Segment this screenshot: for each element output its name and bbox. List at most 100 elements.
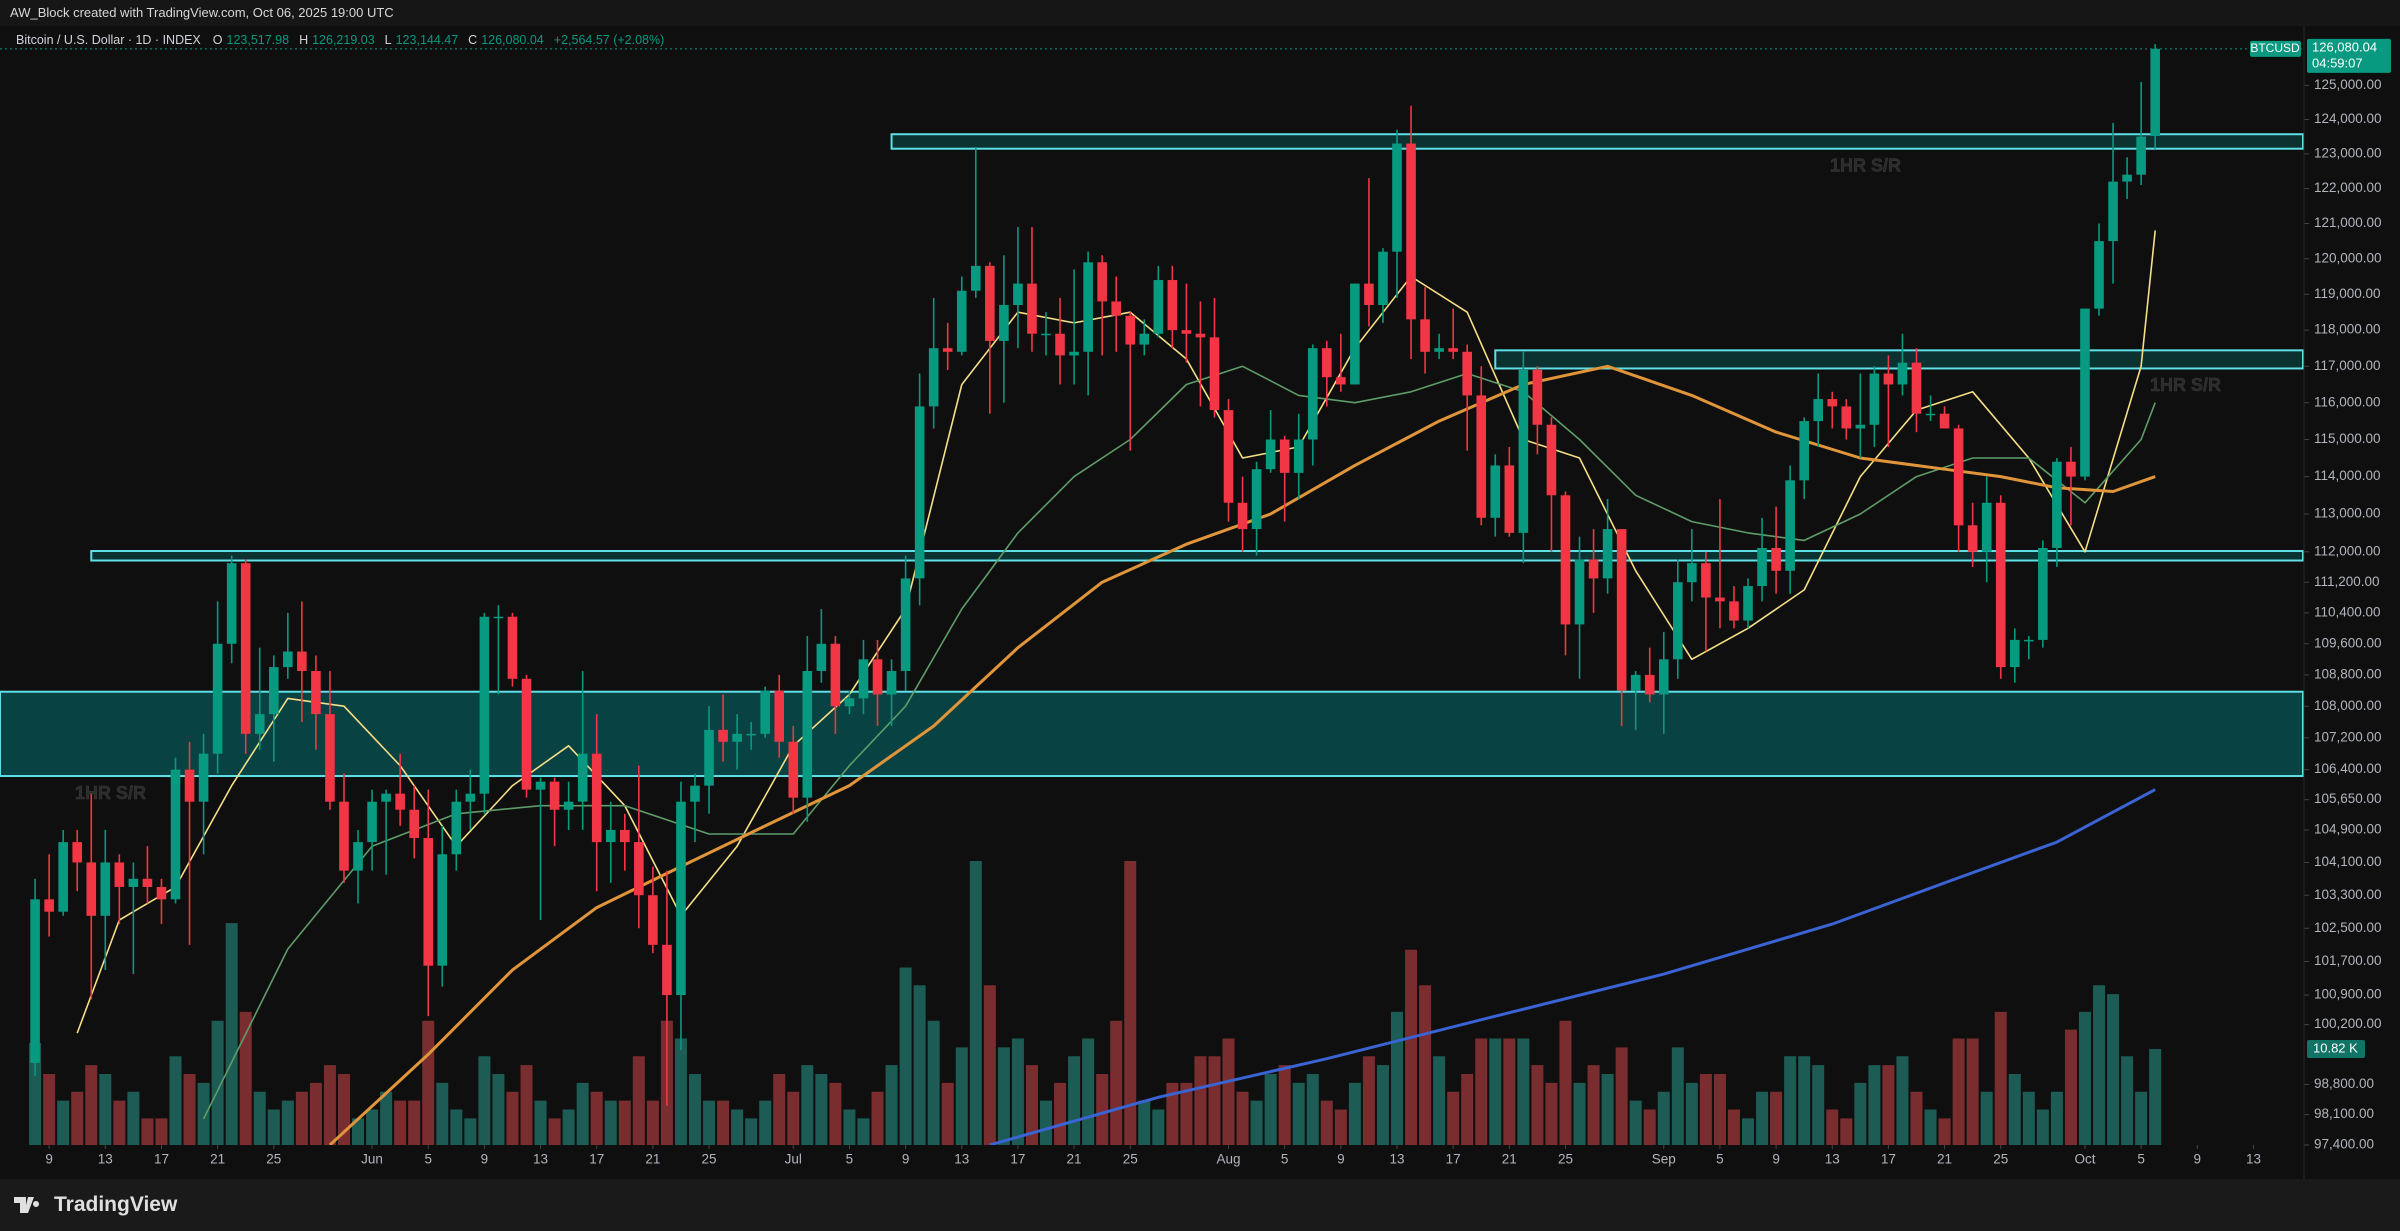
candle-body	[928, 348, 939, 407]
x-tick-label: 9	[481, 1152, 489, 1167]
candle-body	[1630, 674, 1641, 691]
x-tick-label: 13	[1389, 1152, 1404, 1167]
y-tick-label: 102,500.00	[2314, 920, 2382, 935]
volume-bar	[29, 1042, 42, 1145]
candle-body	[353, 842, 363, 871]
volume-bar	[1306, 1074, 1319, 1145]
candle-body	[1153, 280, 1164, 334]
candle-body	[1420, 319, 1430, 352]
volume-bar	[1264, 1074, 1277, 1145]
volume-bar	[2008, 1074, 2021, 1145]
candle-body	[423, 838, 434, 966]
candle-body	[1743, 586, 1753, 621]
volume-bar	[211, 1020, 224, 1145]
volume-bar	[534, 1100, 547, 1145]
volume-bar	[71, 1091, 84, 1145]
x-tick-label: Jul	[785, 1152, 802, 1167]
candle-body	[226, 563, 237, 644]
y-tick-label: 118,000.00	[2314, 322, 2381, 337]
volume-bar	[1882, 1065, 1895, 1145]
volume-bar	[1840, 1118, 1853, 1145]
x-tick-label: 25	[1993, 1152, 2008, 1167]
volume-bar	[1348, 1082, 1361, 1145]
y-tick-label: 113,000.00	[2314, 506, 2381, 521]
candle-body	[1925, 413, 1936, 416]
candle-body	[100, 862, 111, 916]
y-tick-label: 120,000.00	[2314, 250, 2382, 265]
candle-body	[1785, 480, 1795, 571]
volume-bar	[1643, 1109, 1656, 1145]
candle-body	[381, 793, 391, 802]
candle-body	[662, 944, 672, 996]
candle-body	[732, 733, 742, 742]
candle-body	[1111, 301, 1121, 316]
candle-body	[1083, 262, 1093, 352]
y-tick-label: 112,000.00	[2314, 543, 2381, 558]
x-tick-label: 25	[1558, 1152, 1573, 1167]
candle-body	[1841, 406, 1852, 429]
volume-bar	[2078, 1011, 2091, 1145]
candle-body	[1771, 547, 1781, 571]
volume-bar	[1362, 1056, 1375, 1145]
zone	[90, 550, 2304, 562]
candle-body	[1995, 502, 2006, 668]
legend: Bitcoin / U.S. Dollar · 1D · INDEX O 123,…	[16, 33, 670, 47]
volume-bar	[2064, 1029, 2077, 1145]
x-tick-label: 17	[589, 1152, 604, 1167]
candle-body	[339, 801, 349, 871]
volume-bar	[590, 1091, 603, 1145]
volume-bar	[408, 1100, 421, 1145]
volume-bar	[703, 1100, 716, 1145]
volume-bar	[1376, 1065, 1389, 1145]
volume-bar	[871, 1091, 884, 1145]
volume-bar	[927, 1020, 940, 1145]
volume-bar	[1924, 1109, 1937, 1145]
candle-body	[1209, 337, 1220, 411]
price-tag-bg	[2307, 38, 2391, 73]
candle-body	[816, 643, 827, 671]
volume-bar	[1784, 1056, 1797, 1145]
y-tick-label: 103,300.00	[2314, 887, 2382, 902]
y-tick-label: 105,650.00	[2314, 791, 2382, 806]
y-tick-label: 100,200.00	[2314, 1016, 2382, 1031]
volume-bar	[1489, 1038, 1502, 1145]
volume-bar	[1756, 1091, 1769, 1145]
candle-body	[1041, 333, 1051, 336]
x-tick-label: 9	[902, 1152, 910, 1167]
candle-body	[44, 899, 54, 912]
volume-bar	[576, 1082, 589, 1145]
volume-bar	[1545, 1082, 1558, 1145]
volume-bar	[183, 1074, 196, 1145]
x-tick-label: 21	[1937, 1152, 1952, 1167]
y-tick-label: 122,000.00	[2314, 180, 2382, 195]
volume-bar	[1475, 1038, 1488, 1145]
candle-body	[844, 698, 855, 707]
y-tick-label: 101,700.00	[2314, 953, 2382, 968]
candle-body	[1673, 582, 1683, 660]
volume-bar	[1419, 985, 1432, 1145]
candle-body	[1378, 251, 1388, 306]
zone-label: 1HR S/R	[1830, 155, 1901, 175]
candle-body	[914, 406, 925, 579]
chart: 1HR S/R 1HR S/R 1HR S/R 125,000.00 124,000.…	[0, 26, 2400, 1179]
volume-bar	[1503, 1038, 1516, 1145]
volume-bar	[309, 1082, 322, 1145]
candle-body	[634, 842, 644, 896]
volume-bar	[1742, 1118, 1755, 1145]
x-tick-label: 9	[1337, 1152, 1345, 1167]
volume-bar	[1713, 1074, 1726, 1145]
x-tick-label: 17	[1881, 1152, 1896, 1167]
candle-body	[563, 801, 574, 810]
symbol-tag: BTCUSD	[2250, 41, 2300, 55]
volume-bar	[913, 985, 926, 1145]
volume-bar	[239, 1011, 252, 1145]
candle-body	[802, 670, 813, 798]
volume-bar	[1391, 1011, 1404, 1145]
symbol-tag-bg	[2250, 40, 2301, 57]
candle-body	[212, 643, 223, 754]
volume-bar	[829, 1082, 842, 1145]
x-tick-label: 21	[1067, 1152, 1082, 1167]
volume-bar	[225, 923, 238, 1145]
volume-bar	[295, 1091, 308, 1145]
x-tick-label: 9	[1772, 1152, 1780, 1167]
